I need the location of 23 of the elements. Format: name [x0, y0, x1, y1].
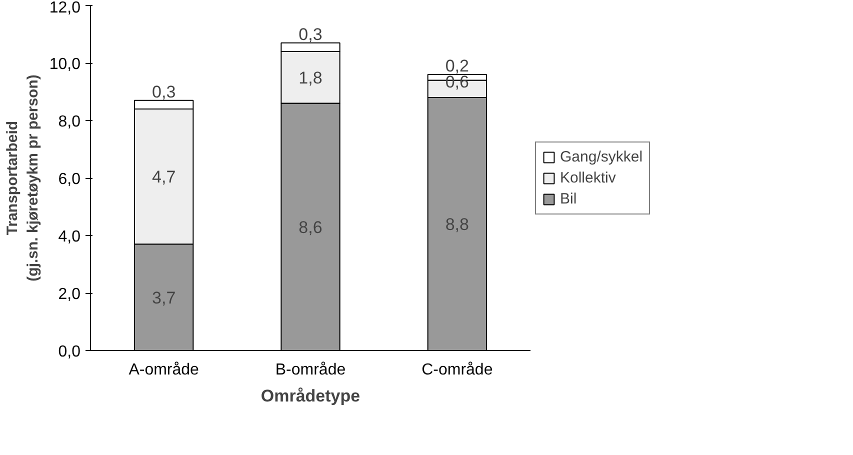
y-tick-label: 12,0	[49, 0, 81, 16]
legend-label: Kollektiv	[560, 169, 616, 186]
data-label: 0,2	[445, 56, 469, 76]
legend-label: Bil	[560, 190, 578, 207]
y-tick-label: 10,0	[49, 56, 81, 73]
y-tick-label: 4,0	[58, 228, 81, 246]
x-tick-label: A-område	[128, 362, 200, 378]
data-label: 4,7	[152, 168, 176, 187]
data-label: 8,6	[298, 218, 322, 237]
legend-label: Gang/sykkel	[560, 148, 643, 165]
y-axis-title: Transportarbeid (gj.sn. kjøretøykm pr person)	[4, 74, 42, 282]
data-label: 3,7	[152, 288, 176, 308]
y-tick-label: 2,0	[58, 286, 81, 303]
data-label: 0,3	[152, 82, 176, 102]
y-tick-label: 0,0	[58, 344, 81, 360]
data-label: 1,8	[298, 68, 322, 88]
x-tick-label: B-område	[275, 362, 346, 378]
data-label: 8,8	[445, 215, 469, 234]
data-label: 0,3	[298, 25, 322, 44]
x-tick-label: C-område	[422, 362, 493, 378]
y-tick-label: 8,0	[58, 114, 81, 130]
x-axis-title: Områdetype	[260, 386, 360, 406]
y-tick-label: 6,0	[58, 171, 81, 188]
